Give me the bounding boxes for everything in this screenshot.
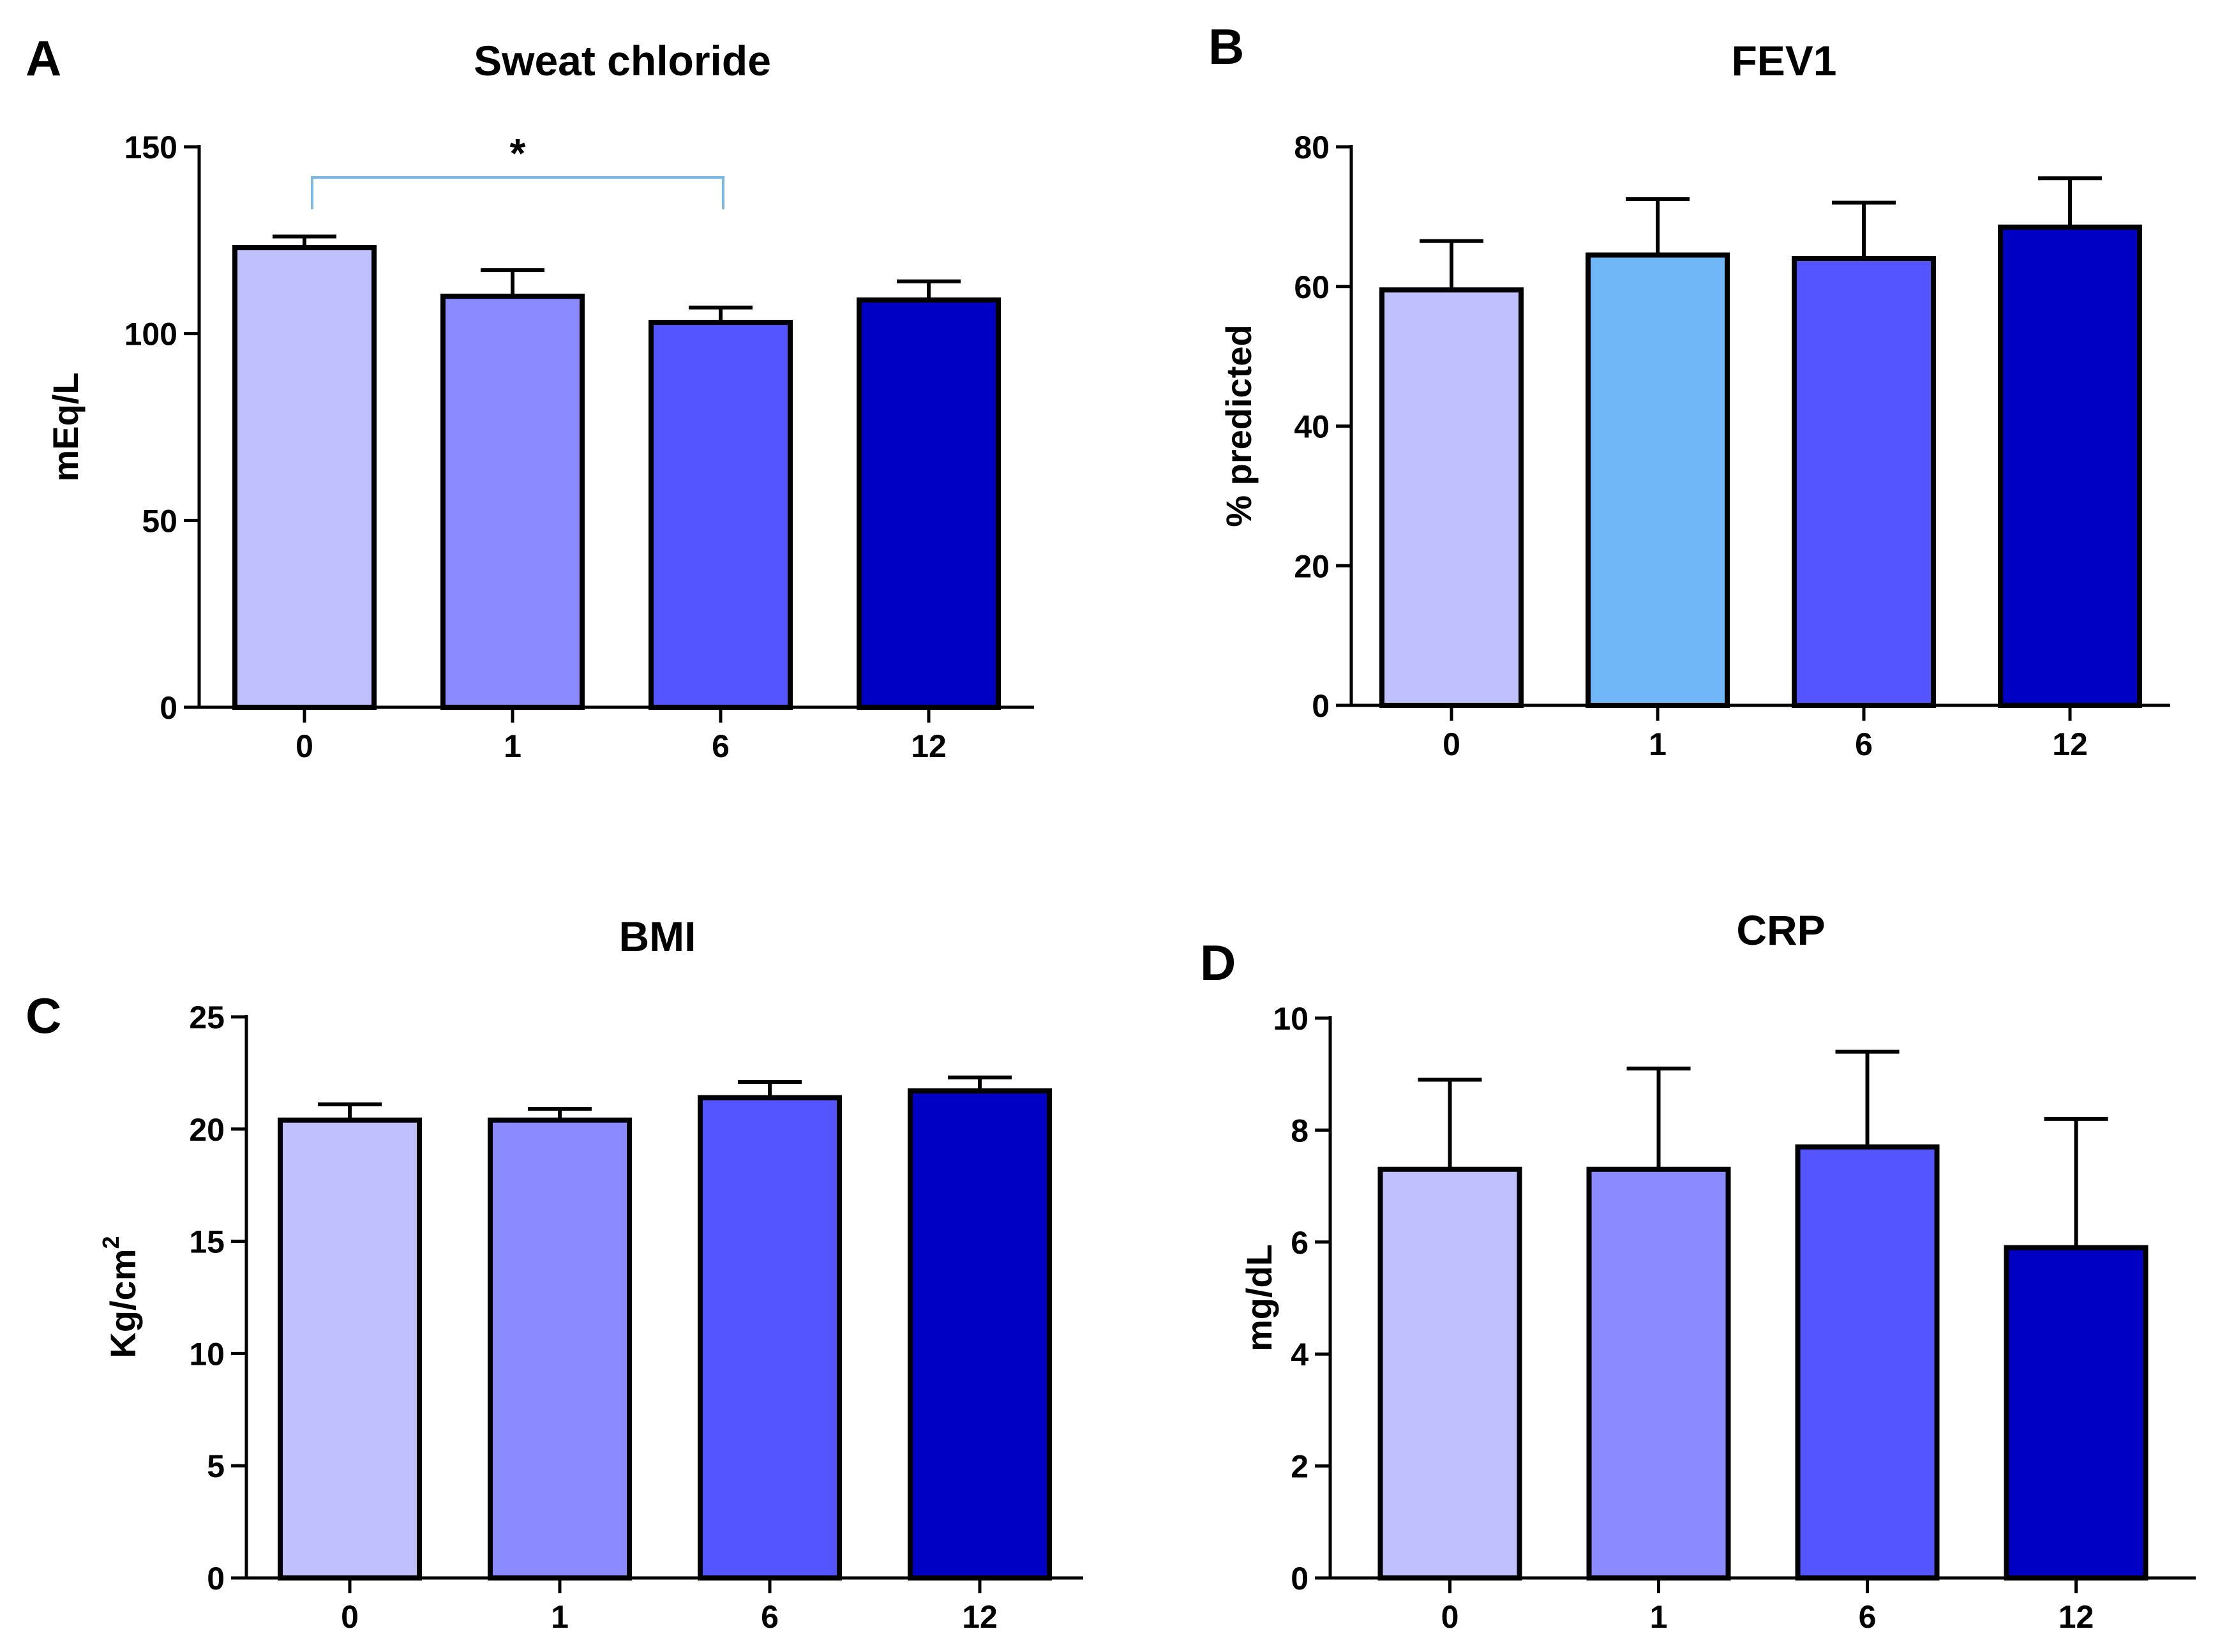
y-tick-label: 0 <box>160 690 177 726</box>
bar <box>1998 224 2142 708</box>
bar <box>488 1117 632 1581</box>
chart-title: CRP <box>1736 906 1825 954</box>
bar <box>440 294 585 710</box>
panel-letter: A <box>26 30 61 86</box>
y-tick-label: 60 <box>1294 269 1330 305</box>
chart-title: Sweat chloride <box>474 37 771 84</box>
panel-a: A Sweat chloride mEq/L 0 50 100 150 0 1 6 12 * <box>26 30 1034 764</box>
y-tick-label: 20 <box>189 1112 225 1148</box>
y-axis-label-superscript: 2 <box>98 1236 124 1249</box>
y-tick-label: 15 <box>189 1224 225 1260</box>
x-tick-label: 1 <box>504 728 521 764</box>
x-tick-label: 1 <box>551 1599 569 1635</box>
x-tick-label: 6 <box>1859 1599 1877 1635</box>
x-tick-label: 0 <box>1441 1599 1459 1635</box>
y-tick-label: 10 <box>189 1336 225 1372</box>
bar <box>1792 256 1936 708</box>
x-tick-label: 1 <box>1649 726 1667 762</box>
y-axis-label: % predicted <box>1219 324 1259 527</box>
bar <box>1377 1166 1522 1581</box>
x-tick-label: 6 <box>712 728 730 764</box>
x-tick-label: 12 <box>2059 1599 2094 1635</box>
y-tick-label: 6 <box>1291 1225 1309 1261</box>
y-axis-label: Kg/cm2 <box>98 1236 143 1358</box>
y-tick-label: 4 <box>1291 1337 1309 1372</box>
x-tick-label: 0 <box>296 728 313 764</box>
y-axis-label: mEq/L <box>45 372 86 481</box>
bar <box>1586 252 1730 708</box>
y-tick-label: 100 <box>124 317 177 352</box>
chart-title: FEV1 <box>1731 37 1836 84</box>
bar <box>2004 1245 2149 1581</box>
panel-letter: B <box>1208 19 1244 75</box>
panel-letter: C <box>26 987 61 1044</box>
significance-bracket <box>311 176 724 209</box>
bar <box>649 320 793 710</box>
y-tick-label: 2 <box>1291 1449 1309 1485</box>
y-axis-label-text: % predicted <box>1219 324 1259 527</box>
x-tick-label: 12 <box>2052 726 2088 762</box>
y-tick-label: 10 <box>1273 1001 1309 1037</box>
y-tick-label: 20 <box>1294 548 1330 584</box>
bar <box>232 245 377 710</box>
y-tick-label: 25 <box>189 1000 225 1035</box>
x-tick-label: 12 <box>911 728 947 764</box>
panel-b: B FEV1 % predicted 0 20 40 60 80 0 1 6 12 <box>1208 19 2170 762</box>
panel-d: D CRP mg/dL 0 2 4 6 8 10 0 1 6 12 <box>1200 906 2196 1635</box>
y-tick-label: 50 <box>142 503 177 539</box>
y-axis-label: mg/dL <box>1239 1244 1279 1351</box>
x-tick-label: 1 <box>1650 1599 1668 1635</box>
bar <box>1379 287 1524 708</box>
panel-letter: D <box>1200 935 1236 991</box>
y-tick-label: 8 <box>1291 1113 1309 1148</box>
y-tick-label: 5 <box>207 1448 225 1484</box>
bar <box>1586 1166 1731 1581</box>
x-tick-label: 0 <box>1443 726 1460 762</box>
bar <box>1795 1144 1940 1581</box>
chart-title: BMI <box>619 913 696 960</box>
bar <box>278 1117 422 1581</box>
y-tick-label: 80 <box>1294 130 1330 165</box>
y-tick-label: 0 <box>1312 688 1330 724</box>
y-tick-label: 0 <box>207 1561 225 1596</box>
bar <box>908 1088 1052 1581</box>
y-tick-label: 150 <box>124 130 177 165</box>
y-tick-label: 40 <box>1294 409 1330 445</box>
bar <box>698 1095 842 1581</box>
x-tick-label: 6 <box>761 1599 779 1635</box>
y-axis-label-text: Kg/cm <box>103 1249 143 1358</box>
y-tick-label: 0 <box>1291 1561 1309 1596</box>
y-axis-label-text: mEq/L <box>45 372 86 481</box>
x-tick-label: 12 <box>962 1599 998 1635</box>
x-tick-label: 0 <box>341 1599 359 1635</box>
x-tick-label: 6 <box>1855 726 1873 762</box>
y-axis-label-text: mg/dL <box>1239 1244 1279 1351</box>
significance-star: * <box>510 130 526 176</box>
bar <box>857 297 1001 710</box>
